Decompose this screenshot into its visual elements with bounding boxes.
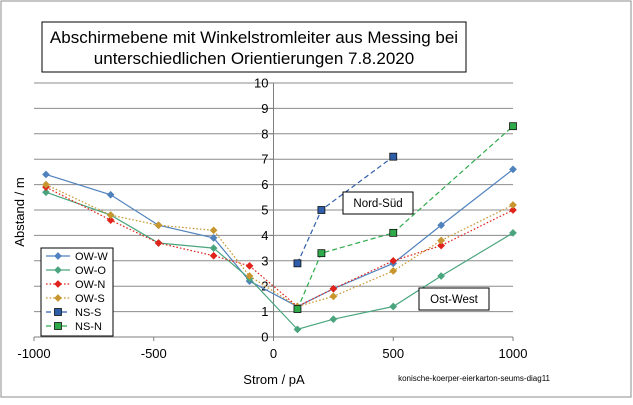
legend-marker-ow-o [54,266,62,274]
series-line-ow-o [45,191,514,331]
data-point-ns-n-0 [293,305,302,313]
data-point-ow-n-1 [106,216,115,225]
y-tick-label-5: 5 [261,203,268,218]
data-point-ow-s-9 [509,200,517,209]
y-tick-label-7: 7 [261,152,268,167]
data-point-ns-s-2 [389,152,398,161]
y-tick-label-4: 4 [261,228,268,243]
legend-marker-ns-s [54,308,62,316]
x-tick-label--1000: -1000 [17,346,50,361]
legend-label-ow-n: OW-N [75,279,105,291]
data-point-ow-n-4 [245,261,254,270]
data-point-ow-s-1 [106,211,115,220]
series-line-ns-n [296,125,514,310]
y-axis-label: Abstand / m [12,177,27,246]
legend-box [40,247,114,337]
data-point-ow-o-8 [437,272,446,280]
legend-marker-ns-n [54,322,62,330]
data-point-ow-s-3 [209,226,218,235]
data-point-ow-w-1 [106,190,115,199]
legend: OW-W OW-O OW-N OW-S NS-S NS-N [40,247,114,337]
y-tick-label-3: 3 [261,253,268,268]
annotation-nord-sued: Nord-Süd [353,198,402,210]
legend-marker-ow-n [54,280,62,288]
annotation-box-ost-west [418,287,490,311]
chart-title-line-1: Abschirmebene mit Winkelstromleiter aus … [50,28,458,47]
data-point-ow-n-3 [209,251,218,260]
data-point-ow-o-7 [389,302,398,311]
legend-label-ow-o: OW-O [75,265,106,277]
legend-label-ow-s: OW-S [75,293,105,305]
x-tick-label--500: -500 [141,346,167,361]
data-point-ow-o-5 [293,325,302,334]
y-tick-label-1: 1 [261,304,268,319]
y-tick-label-6: 6 [261,177,268,192]
data-point-ow-w-9 [509,165,517,174]
y-tick-label-8: 8 [261,126,268,141]
data-point-ns-s-1 [317,206,326,214]
data-point-ow-s-0 [42,180,50,189]
data-point-ns-n-3 [509,122,517,131]
data-point-ow-o-6 [329,315,338,324]
legend-marker-ow-s [54,294,62,302]
y-tick-label-9: 9 [261,101,268,116]
footnote: konische-koerper-eierkarton-seums-diag11 [398,374,550,383]
data-point-ns-s-0 [293,259,302,268]
chart-title-line-2: unterschiedlichen Orientierungen 7.8.202… [94,49,414,68]
data-point-ow-n-6 [329,284,338,293]
data-point-ns-n-2 [389,228,398,237]
data-point-ow-n-2 [154,239,163,247]
series-line-ow-s [45,184,514,308]
y-tick-label-0: 0 [261,330,268,345]
data-point-ns-n-1 [317,249,326,258]
x-tick-label-1000: 1000 [499,346,528,361]
x-axis-label: Strom / pA [243,372,305,387]
legend-label-ns-n: NS-N [75,321,102,333]
data-point-ow-s-7 [389,267,398,275]
data-point-ow-o-3 [209,244,218,253]
title-box [41,21,467,73]
data-point-ow-n-7 [389,256,398,265]
annotation-ost-west: Ost-West [430,294,479,306]
data-point-ow-n-8 [437,241,446,250]
legend-label-ns-s: NS-S [75,307,101,319]
series-layer [42,122,517,334]
data-point-ow-w-8 [437,221,446,230]
data-point-ow-s-6 [329,292,338,301]
legend-label-ow-w: OW-W [75,251,108,263]
x-tick-label-500: 500 [382,346,404,361]
x-tick-label-0: 0 [270,346,277,361]
data-point-ow-s-8 [437,236,446,245]
axes [33,82,514,341]
data-point-ow-w-3 [209,233,218,242]
annotation-box-nord-sued [342,191,414,215]
data-point-ow-n-9 [509,206,517,214]
series-line-ow-w [45,168,514,308]
legend-marker-ow-w [54,252,62,260]
data-point-ow-o-0 [42,188,50,197]
y-tick-label-10: 10 [254,76,268,91]
data-point-ow-s-4 [245,272,254,280]
data-point-ow-w-0 [42,170,50,179]
data-point-ow-s-2 [154,221,163,230]
data-point-ow-o-9 [509,228,517,237]
